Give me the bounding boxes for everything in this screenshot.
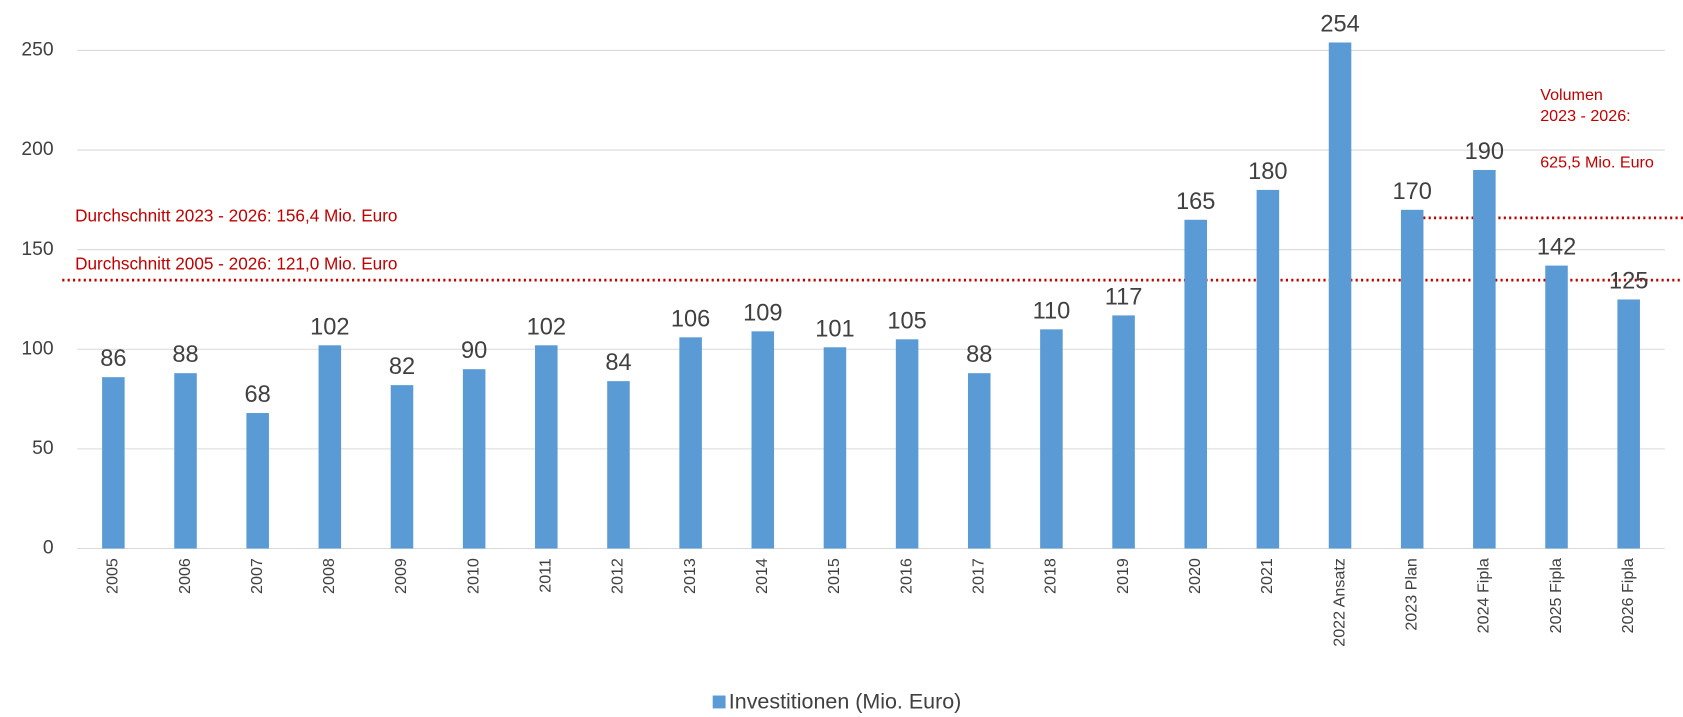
bar (895, 339, 919, 549)
data-label: 88 (966, 342, 992, 368)
x-tick-label: 2010 (464, 558, 482, 594)
x-tick-label: 2015 (825, 558, 843, 594)
legend-swatch (712, 695, 726, 709)
x-tick-label: 2024 Fipla (1475, 558, 1493, 633)
x-tick-label: 2021 (1258, 558, 1276, 594)
bar (102, 377, 125, 549)
data-label: 117 (1105, 284, 1143, 310)
bar (1617, 299, 1640, 549)
y-tick-label: 150 (21, 239, 53, 260)
data-label: 102 (310, 314, 349, 340)
bar (967, 373, 991, 549)
x-tick-label: 2023 Plan (1402, 558, 1420, 630)
x-tick-label: 2011 (537, 558, 555, 593)
bar (1256, 189, 1280, 549)
bar (1328, 42, 1352, 549)
data-label: 90 (461, 338, 487, 364)
bar (1473, 169, 1496, 549)
x-tick-label: 2022 Ansatz (1330, 558, 1348, 647)
data-label: 68 (245, 382, 271, 408)
bar (1040, 329, 1063, 549)
bar (390, 385, 414, 549)
data-label: 165 (1176, 189, 1215, 215)
bar (462, 369, 486, 549)
bar (1112, 315, 1135, 549)
x-tick-label: 2007 (248, 558, 266, 594)
data-label: 88 (172, 342, 198, 368)
bar (246, 413, 269, 549)
annotation: 625,5 Mio. Euro (1540, 153, 1654, 171)
data-label: 101 (815, 316, 854, 342)
data-label: 106 (671, 306, 710, 332)
annotation: Durchschnitt 2023 - 2026: 156,4 Mio. Eur… (75, 205, 397, 225)
bar (751, 331, 775, 549)
bar (1184, 219, 1207, 549)
data-label: 180 (1248, 159, 1287, 185)
bar (1400, 209, 1424, 549)
x-tick-label: 2012 (609, 558, 627, 594)
y-tick-label: 0 (43, 538, 54, 559)
x-tick-label: 2013 (681, 558, 699, 594)
data-label: 125 (1609, 269, 1648, 295)
y-tick-label: 200 (21, 139, 53, 160)
data-label: 102 (527, 314, 566, 340)
x-tick-label: 2009 (392, 558, 410, 594)
data-label: 170 (1392, 179, 1431, 205)
y-tick-label: 50 (32, 438, 53, 459)
data-label: 105 (887, 308, 926, 334)
x-tick-label: 2019 (1114, 558, 1132, 594)
data-label: 84 (605, 350, 631, 376)
data-label: 142 (1537, 235, 1576, 261)
x-tick-label: 2014 (753, 558, 771, 594)
y-tick-label: 250 (21, 40, 53, 61)
data-label: 82 (389, 354, 415, 380)
bar (535, 345, 558, 549)
x-tick-label: 2018 (1042, 558, 1060, 594)
data-label: 109 (743, 300, 782, 326)
data-label: 86 (100, 346, 126, 372)
data-label: 110 (1033, 298, 1071, 324)
bar (679, 337, 702, 549)
legend-label: Investitionen (Mio. Euro) (729, 690, 962, 714)
bar (1545, 265, 1568, 549)
x-tick-label: 2025 Fipla (1547, 558, 1565, 633)
x-tick-label: 2008 (320, 558, 338, 594)
x-tick-label: 2016 (897, 558, 915, 594)
bar (823, 347, 847, 549)
x-tick-label: 2020 (1186, 558, 1204, 594)
bar (607, 381, 630, 549)
y-tick-label: 100 (21, 338, 53, 359)
x-tick-label: 2006 (176, 558, 194, 594)
annotation: 2023 - 2026: (1540, 107, 1630, 125)
data-label: 190 (1465, 139, 1504, 165)
annotation: Durchschnitt 2005 - 2026: 121,0 Mio. Eur… (75, 254, 397, 274)
x-tick-label: 2005 (104, 558, 122, 594)
annotation: Volumen (1540, 86, 1603, 104)
data-label: 254 (1320, 12, 1359, 38)
bar (318, 345, 342, 549)
bar (174, 373, 197, 549)
x-tick-label: 2026 Fipla (1619, 558, 1637, 633)
x-tick-label: 2017 (970, 558, 988, 594)
